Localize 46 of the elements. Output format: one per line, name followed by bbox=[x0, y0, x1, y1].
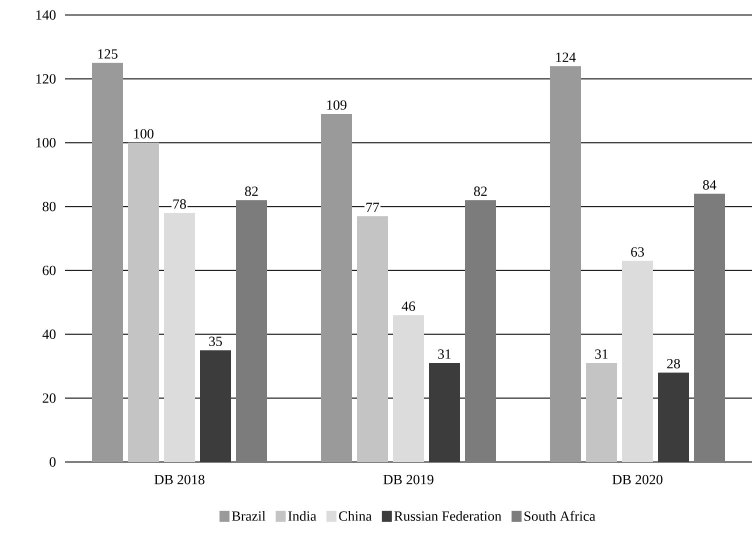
bar bbox=[236, 200, 268, 462]
data-label: 124 bbox=[556, 52, 576, 62]
y-tick-label: 80 bbox=[42, 202, 56, 212]
y-tick-label: 20 bbox=[42, 393, 56, 403]
data-label: 78 bbox=[173, 199, 186, 209]
bar bbox=[200, 350, 232, 462]
y-tick-label: 140 bbox=[36, 10, 56, 20]
data-label: 63 bbox=[631, 247, 644, 257]
data-label: 109 bbox=[327, 100, 346, 110]
bar bbox=[694, 194, 726, 462]
legend-label: Brazil bbox=[232, 510, 266, 521]
y-tick-label: 120 bbox=[36, 74, 56, 84]
data-label: 31 bbox=[438, 349, 451, 359]
bar bbox=[465, 200, 496, 462]
bar bbox=[357, 216, 388, 462]
data-label: 84 bbox=[703, 180, 716, 190]
bar bbox=[92, 62, 123, 462]
y-tick-label: 100 bbox=[36, 138, 56, 148]
legend-label: Russian Federation bbox=[394, 510, 502, 521]
x-tick-label: DB 2019 bbox=[383, 474, 434, 484]
bar bbox=[393, 315, 424, 462]
bar bbox=[586, 363, 618, 462]
y-tick-label: 0 bbox=[50, 457, 56, 467]
data-label: 31 bbox=[595, 349, 608, 359]
legend-label: China bbox=[339, 510, 372, 521]
data-label: 28 bbox=[667, 358, 680, 368]
legend-label: South Africa bbox=[524, 510, 596, 521]
bar bbox=[429, 363, 460, 462]
bar bbox=[550, 66, 582, 462]
legend-label: India bbox=[288, 510, 316, 521]
bar bbox=[164, 212, 196, 462]
data-label: 82 bbox=[474, 186, 487, 196]
data-label: 125 bbox=[98, 49, 118, 59]
x-tick-label: DB 2020 bbox=[612, 474, 662, 484]
bar bbox=[658, 372, 690, 462]
data-label: 100 bbox=[134, 129, 154, 139]
data-label: 46 bbox=[402, 302, 416, 311]
y-tick-label: 40 bbox=[42, 330, 56, 340]
data-label: 35 bbox=[209, 336, 222, 346]
y-tick-label: 60 bbox=[42, 266, 56, 276]
x-tick-label: DB 2018 bbox=[154, 474, 204, 484]
bar bbox=[622, 260, 654, 462]
data-label: 77 bbox=[366, 202, 380, 212]
bar bbox=[321, 114, 352, 462]
data-label: 82 bbox=[245, 186, 258, 196]
bar bbox=[128, 142, 160, 462]
